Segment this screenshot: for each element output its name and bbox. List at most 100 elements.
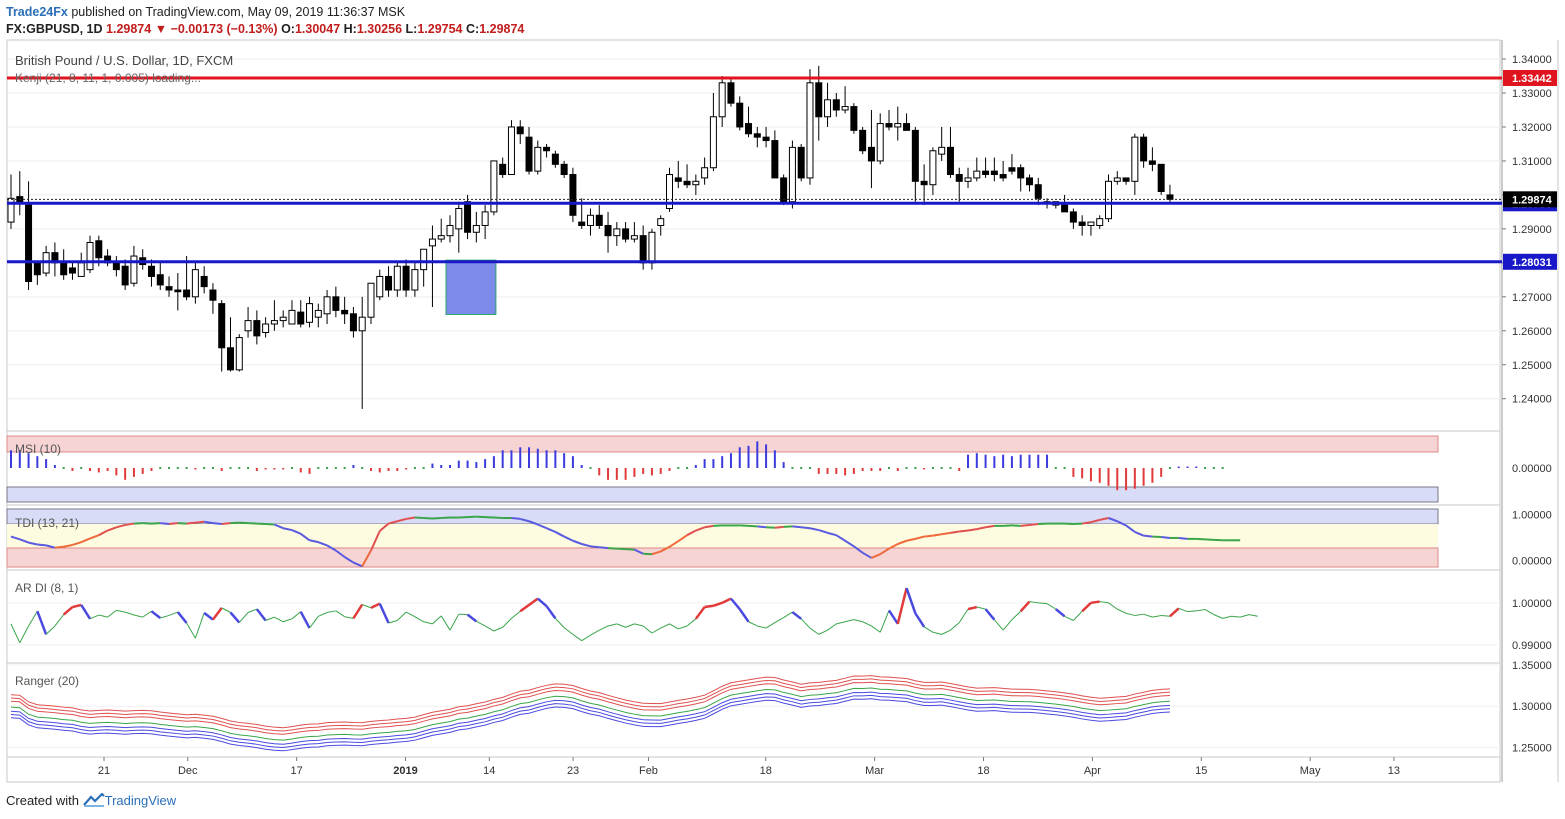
candle-body — [112, 262, 120, 271]
candle-body — [938, 146, 946, 155]
msi-bar — [571, 456, 574, 468]
tdi-segment — [186, 521, 196, 525]
tdi-segment — [80, 537, 91, 544]
candle-body — [376, 275, 384, 298]
msi-bar — [475, 462, 478, 468]
msi-bar — [1063, 467, 1066, 469]
msi-bar — [826, 468, 829, 474]
tdi-segment — [63, 543, 73, 548]
ardi-segment — [800, 618, 811, 629]
tdi-segment — [326, 544, 337, 552]
candle-body — [718, 82, 726, 118]
msi-bar — [545, 450, 548, 468]
ardi-segment — [1099, 601, 1109, 604]
msi-bar — [1046, 454, 1049, 468]
ardi-segment — [1055, 608, 1066, 618]
msi-bar — [879, 468, 882, 471]
price-tick-label: 1.34000 — [1512, 54, 1552, 66]
candle-body — [1078, 221, 1086, 226]
candle-body — [306, 303, 314, 323]
ardi-segment — [1108, 602, 1118, 610]
price-tick-label: 1.33000 — [1512, 88, 1552, 100]
candle-body — [455, 207, 463, 230]
author-name[interactable]: Trade24Fx — [6, 5, 68, 19]
tdi-segment — [107, 526, 117, 532]
msi-bar — [1160, 468, 1163, 477]
ardi-segment — [836, 621, 846, 625]
msi-bar — [1212, 467, 1215, 469]
candle-body — [165, 286, 173, 291]
last-price-label: 1.29874 — [1512, 194, 1553, 206]
msi-bar — [492, 456, 495, 468]
candle-body — [683, 180, 691, 186]
msi-lower-band — [6, 486, 1439, 503]
tdi-segment — [572, 539, 583, 545]
publish-header: Trade24Fx published on TradingView.com, … — [6, 4, 405, 20]
ardi-segment — [1178, 607, 1188, 613]
tdi-segment — [792, 525, 802, 529]
tdi-segment — [1116, 520, 1127, 527]
candle-body — [481, 211, 489, 226]
candle-body — [95, 240, 103, 259]
ardi-segment — [757, 625, 767, 629]
ardi-segment — [721, 597, 732, 604]
msi-bar — [791, 467, 794, 469]
candle-body — [674, 177, 682, 182]
ranger-band-5 — [10, 694, 1170, 749]
candle-body — [911, 129, 919, 182]
ardi-segment — [414, 616, 424, 623]
tdi-segment — [72, 541, 82, 546]
price-tick-label: 1.27000 — [1512, 292, 1552, 304]
ardi-segment — [160, 614, 170, 619]
msi-bar — [703, 459, 706, 468]
msi-bar — [1098, 468, 1101, 483]
msi-bar — [782, 462, 785, 468]
ranger-title: Ranger (20) — [15, 674, 79, 688]
tdi-segment — [879, 547, 890, 556]
tdi-segment — [844, 539, 855, 548]
candle-body — [507, 126, 515, 176]
tdi-segment — [344, 556, 354, 564]
ardi-segment — [678, 625, 688, 630]
ardi-segment — [1187, 610, 1197, 613]
ardi-segment — [1222, 615, 1232, 619]
indicator-loading-label: Kenji (21, 8, 11, 1, 0.005) loading... — [15, 71, 201, 85]
ardi-segment — [133, 614, 143, 618]
candle-body — [253, 320, 261, 337]
price-tick-label: 1.29000 — [1512, 224, 1552, 236]
msi-bar — [747, 445, 750, 468]
tdi-segment — [633, 548, 644, 555]
ardi-segment — [923, 626, 934, 633]
candle-body — [200, 275, 208, 288]
candle-body — [235, 337, 243, 371]
ranger-tick-label: 1.35000 — [1512, 660, 1552, 672]
msi-bar — [80, 467, 83, 469]
tdi-segment — [546, 527, 556, 533]
ardi-segment — [502, 618, 512, 628]
msi-bar — [624, 468, 627, 480]
candle-body — [762, 136, 770, 142]
tdi-segment — [668, 540, 679, 548]
tdi-segment — [950, 530, 960, 534]
msi-bar — [18, 450, 21, 468]
msi-bar — [352, 465, 355, 468]
candle-body — [147, 265, 155, 277]
tdi-segment — [28, 541, 38, 546]
msi-bar — [905, 467, 908, 469]
msi-bar — [273, 468, 276, 470]
msi-bar — [756, 441, 759, 468]
msi-bar — [1177, 466, 1180, 468]
ardi-segment — [89, 614, 99, 620]
candle-body — [402, 265, 410, 291]
candle-body — [288, 309, 296, 325]
ardi-segment — [519, 603, 530, 613]
msi-bar — [993, 456, 996, 468]
publish-info: published on TradingView.com, May 09, 20… — [71, 5, 406, 19]
ardi-segment — [616, 623, 626, 628]
time-axis-frame — [6, 756, 1501, 783]
time-tick-label: 23 — [567, 765, 579, 777]
tradingview-link[interactable]: TradingView — [104, 793, 177, 808]
msi-bar — [1089, 468, 1092, 482]
ardi-segment — [466, 613, 478, 623]
